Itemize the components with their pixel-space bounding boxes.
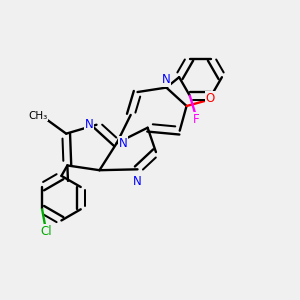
Text: N: N: [85, 118, 94, 131]
Text: CH₃: CH₃: [28, 111, 48, 121]
Text: N: N: [119, 137, 128, 150]
Text: F: F: [193, 113, 199, 126]
Text: Cl: Cl: [40, 225, 52, 238]
Text: N: N: [133, 175, 142, 188]
Text: N: N: [162, 73, 171, 86]
Text: O: O: [206, 92, 215, 105]
